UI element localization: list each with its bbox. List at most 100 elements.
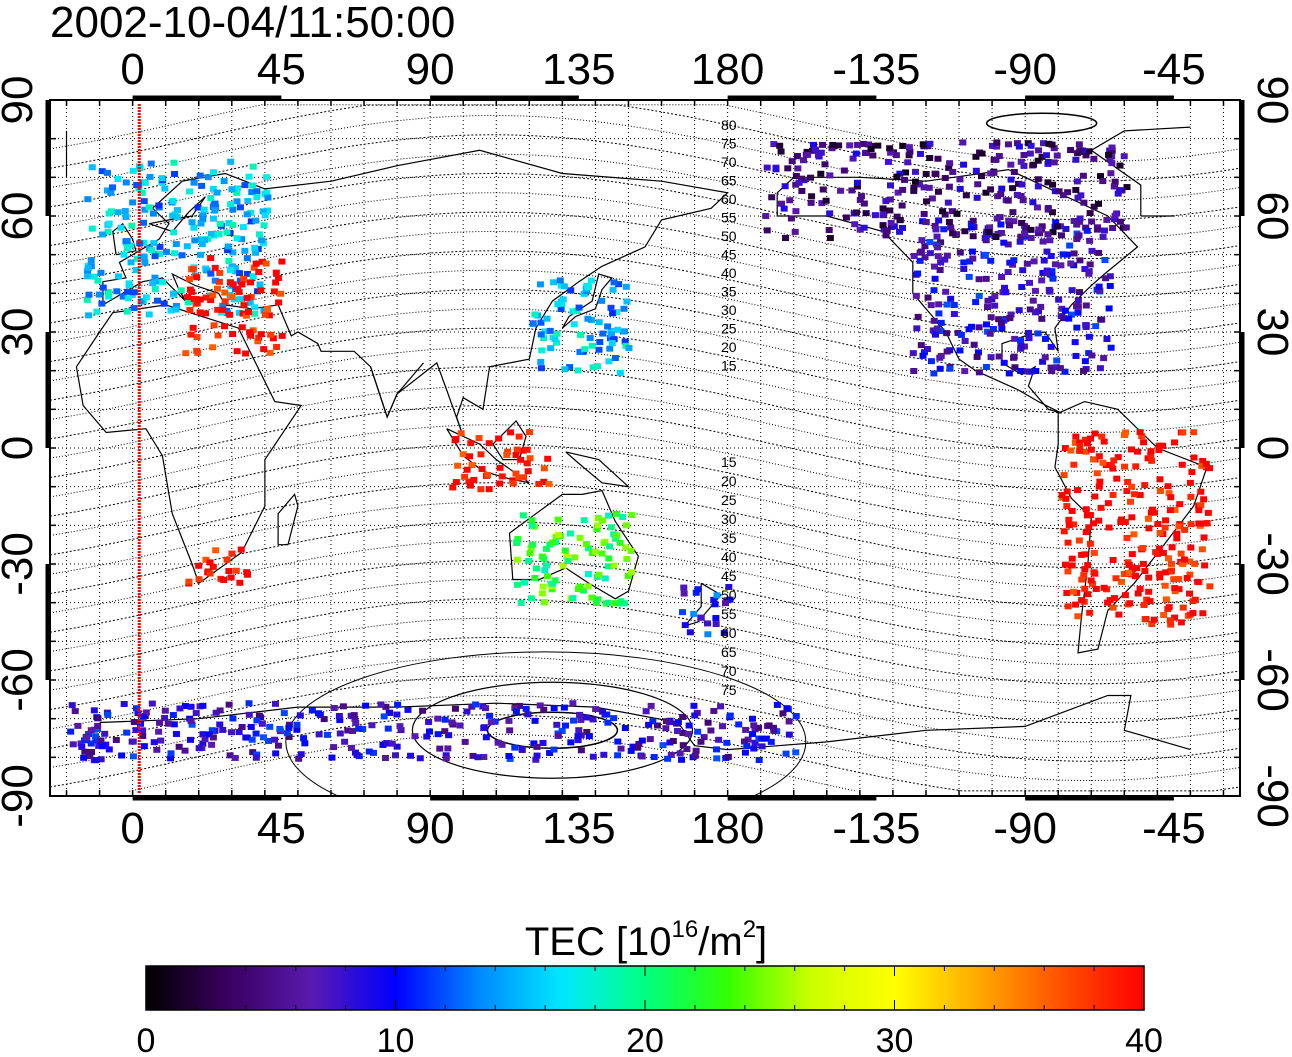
tec-point: [236, 270, 244, 277]
tec-point: [216, 220, 224, 227]
tec-point: [1148, 506, 1156, 513]
bottom-lon-label: 135: [542, 804, 615, 853]
tec-point: [297, 751, 305, 758]
tec-point: [609, 310, 617, 317]
tec-point: [93, 308, 101, 315]
tec-point: [1040, 257, 1048, 264]
tec-point: [1140, 602, 1148, 609]
tec-point: [160, 300, 168, 307]
tec-point: [474, 754, 482, 761]
tec-point: [540, 555, 548, 562]
tec-point: [961, 228, 969, 235]
tec-point: [495, 435, 503, 442]
coastline: [370, 362, 424, 419]
tec-point: [542, 562, 550, 569]
tec-point: [194, 204, 202, 211]
tec-point: [1150, 616, 1158, 623]
tec-point: [614, 738, 622, 745]
tec-point: [607, 304, 615, 311]
tec-point: [1145, 574, 1153, 581]
tec-point: [228, 186, 236, 193]
tec-point: [426, 728, 434, 735]
tec-point: [537, 365, 545, 372]
tec-point: [1083, 512, 1091, 519]
top-lon-label: 0: [120, 45, 144, 94]
tec-point: [540, 465, 548, 472]
tec-point: [531, 311, 539, 318]
tec-point: [997, 191, 1005, 198]
tec-point: [1046, 237, 1054, 244]
contour-label: 50: [721, 228, 737, 244]
tec-point: [122, 179, 130, 186]
tec-point: [213, 189, 221, 196]
tec-point: [463, 708, 471, 715]
tec-point: [1019, 267, 1027, 274]
tec-point: [919, 352, 927, 359]
tec-point: [173, 214, 181, 221]
tec-point: [308, 707, 316, 714]
tec-point: [539, 739, 547, 746]
tec-point: [98, 168, 106, 175]
tec-point: [128, 222, 136, 229]
tec-point: [690, 702, 698, 709]
tec-point: [472, 701, 480, 708]
tec-point: [1136, 429, 1144, 436]
tec-point: [621, 328, 629, 335]
tec-point: [149, 280, 157, 287]
tec-point: [625, 344, 633, 351]
tec-point: [860, 224, 868, 231]
tec-point: [837, 187, 845, 194]
tec-point: [1074, 194, 1082, 201]
tec-point: [274, 274, 282, 281]
tec-point: [244, 571, 252, 578]
tec-point: [538, 590, 546, 597]
tec-point: [1034, 157, 1042, 164]
tec-point: [1103, 216, 1111, 223]
tec-point: [187, 703, 195, 710]
tec-point: [553, 330, 561, 337]
tec-point: [227, 729, 235, 736]
tec-point: [712, 615, 720, 622]
tec-point: [507, 429, 515, 436]
tec-point: [494, 739, 502, 746]
tec-point: [1194, 578, 1202, 585]
tec-point: [1074, 297, 1082, 304]
tec-point: [174, 207, 182, 214]
tec-point: [264, 194, 272, 201]
tec-point: [465, 478, 473, 485]
tec-point: [511, 744, 519, 751]
tec-point: [949, 230, 957, 237]
tec-point: [103, 169, 111, 176]
tec-point: [383, 740, 391, 747]
tec-point: [1123, 184, 1131, 191]
tec-point: [155, 728, 163, 735]
tec-point: [721, 600, 729, 607]
tec-point: [1198, 546, 1206, 553]
tec-point: [273, 343, 281, 350]
contour-label: 40: [721, 265, 737, 281]
tec-point: [679, 713, 687, 720]
contour-line: [50, 250, 1240, 337]
tec-point: [934, 244, 942, 251]
tec-point: [344, 727, 352, 734]
tec-point: [1178, 461, 1186, 468]
tec-point: [995, 316, 1003, 323]
tec-point: [1088, 247, 1096, 254]
tec-point: [207, 297, 215, 304]
tec-point: [233, 185, 241, 192]
tec-point: [1156, 488, 1164, 495]
tec-point: [353, 752, 361, 759]
tec-point: [1047, 252, 1055, 259]
tec-point: [207, 270, 215, 277]
tec-point: [927, 358, 935, 365]
tec-point: [1111, 212, 1119, 219]
tec-point: [961, 368, 969, 375]
tec-point: [949, 168, 957, 175]
tec-point: [557, 306, 565, 313]
tec-point: [611, 600, 619, 607]
tec-point: [1068, 562, 1076, 569]
tec-point: [587, 317, 595, 324]
tec-point: [937, 239, 945, 246]
tec-point: [238, 281, 246, 288]
tec-point: [1042, 270, 1050, 277]
